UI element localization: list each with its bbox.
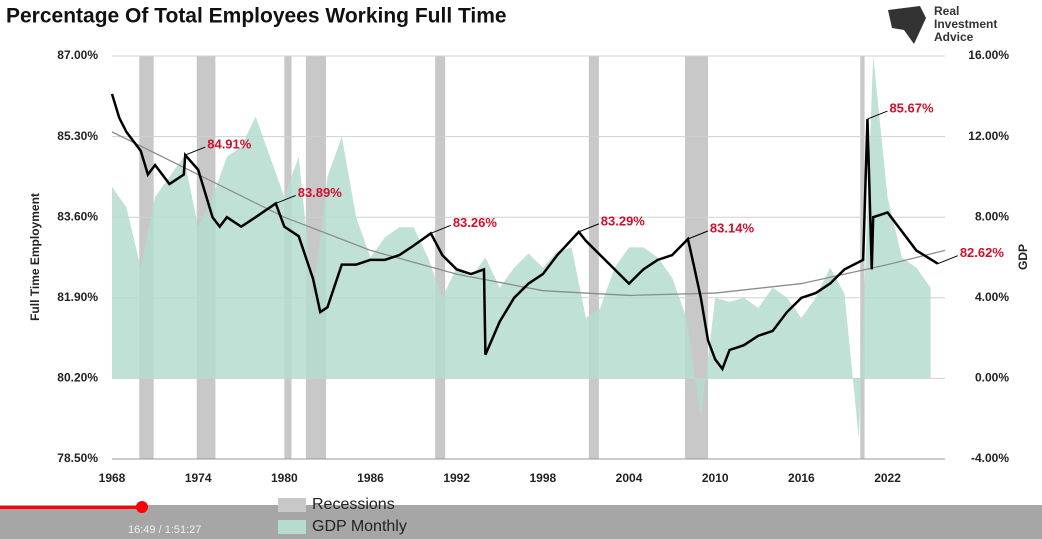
y2-tick-label: 16.00%: [968, 48, 1009, 62]
progress-bar: [0, 506, 142, 509]
x-tick-label: 2004: [616, 471, 643, 485]
area: [112, 56, 931, 439]
y-tick-label: 80.20%: [57, 371, 98, 385]
plot-area: 78.50% 80.20% 81.90% 83.60% 85.30% 87.00% -4.0…: [57, 48, 1009, 485]
annotation: 83.89%: [298, 185, 343, 200]
annotation-leader: [578, 223, 599, 233]
y-tick-label: 85.30%: [57, 129, 98, 143]
chart-title: Percentage Of Total Employees Working Fu…: [6, 5, 507, 28]
progress-handle[interactable]: [136, 501, 148, 513]
annotation: 85.67%: [889, 100, 934, 115]
video-time: 16:49 / 1:51:27: [128, 524, 201, 536]
logo-text: Advice: [934, 30, 974, 44]
y-tick-label: 83.60%: [57, 209, 98, 223]
y2-tick-label: 0.00%: [975, 371, 1009, 385]
legend-swatch: [278, 520, 306, 534]
logo-text: Investment: [934, 17, 997, 31]
annotation-leader: [937, 255, 959, 265]
annotation: 83.26%: [453, 215, 498, 230]
recession-band: [588, 56, 599, 459]
y-axis-label: Full Time Employment: [28, 193, 42, 321]
logo-text: Real: [934, 4, 959, 18]
y2-tick-label: -4.00%: [971, 451, 1009, 465]
y2-axis-label: GDP: [1016, 244, 1030, 270]
x-tick-label: 1986: [357, 471, 384, 485]
video-controls: [0, 505, 1042, 539]
x-tick-label: 1998: [530, 471, 557, 485]
annotation-leader: [275, 194, 296, 204]
x-tick-label: 2022: [874, 471, 901, 485]
y-tick-label: 78.50%: [57, 451, 98, 465]
y-tick-label: 81.90%: [57, 290, 98, 304]
line: [110, 93, 939, 372]
annotation-leader: [867, 110, 888, 120]
annotation: 84.91%: [207, 137, 252, 152]
legend-label: GDP Monthly: [312, 518, 407, 535]
recession-band: [685, 56, 709, 459]
legend-label: Recessions: [312, 496, 395, 513]
x-tick-label: 1974: [185, 471, 212, 485]
annotation-leader: [430, 224, 452, 234]
y2-tick-label: 4.00%: [975, 290, 1009, 304]
annotation: 83.29%: [601, 213, 646, 228]
x-tick-label: 2010: [702, 471, 729, 485]
annotation: 83.14%: [710, 220, 755, 235]
annotation-leader: [185, 146, 206, 156]
x-tick-label: 1968: [99, 471, 126, 485]
logo-icon: [888, 6, 926, 44]
recession-band: [435, 56, 446, 459]
x-tick-label: 1992: [443, 471, 470, 485]
x-tick-label: 1980: [271, 471, 298, 485]
y-tick-label: 87.00%: [57, 48, 98, 62]
legend-swatch: [278, 498, 306, 512]
logo: Real Investment Advice: [888, 4, 997, 44]
annotation-leader: [687, 230, 709, 240]
y2-tick-label: 8.00%: [975, 209, 1009, 223]
annotation: 82.62%: [960, 245, 1005, 260]
y2-tick-label: 12.00%: [968, 129, 1009, 143]
x-tick-label: 2016: [788, 471, 815, 485]
line: [111, 131, 946, 297]
